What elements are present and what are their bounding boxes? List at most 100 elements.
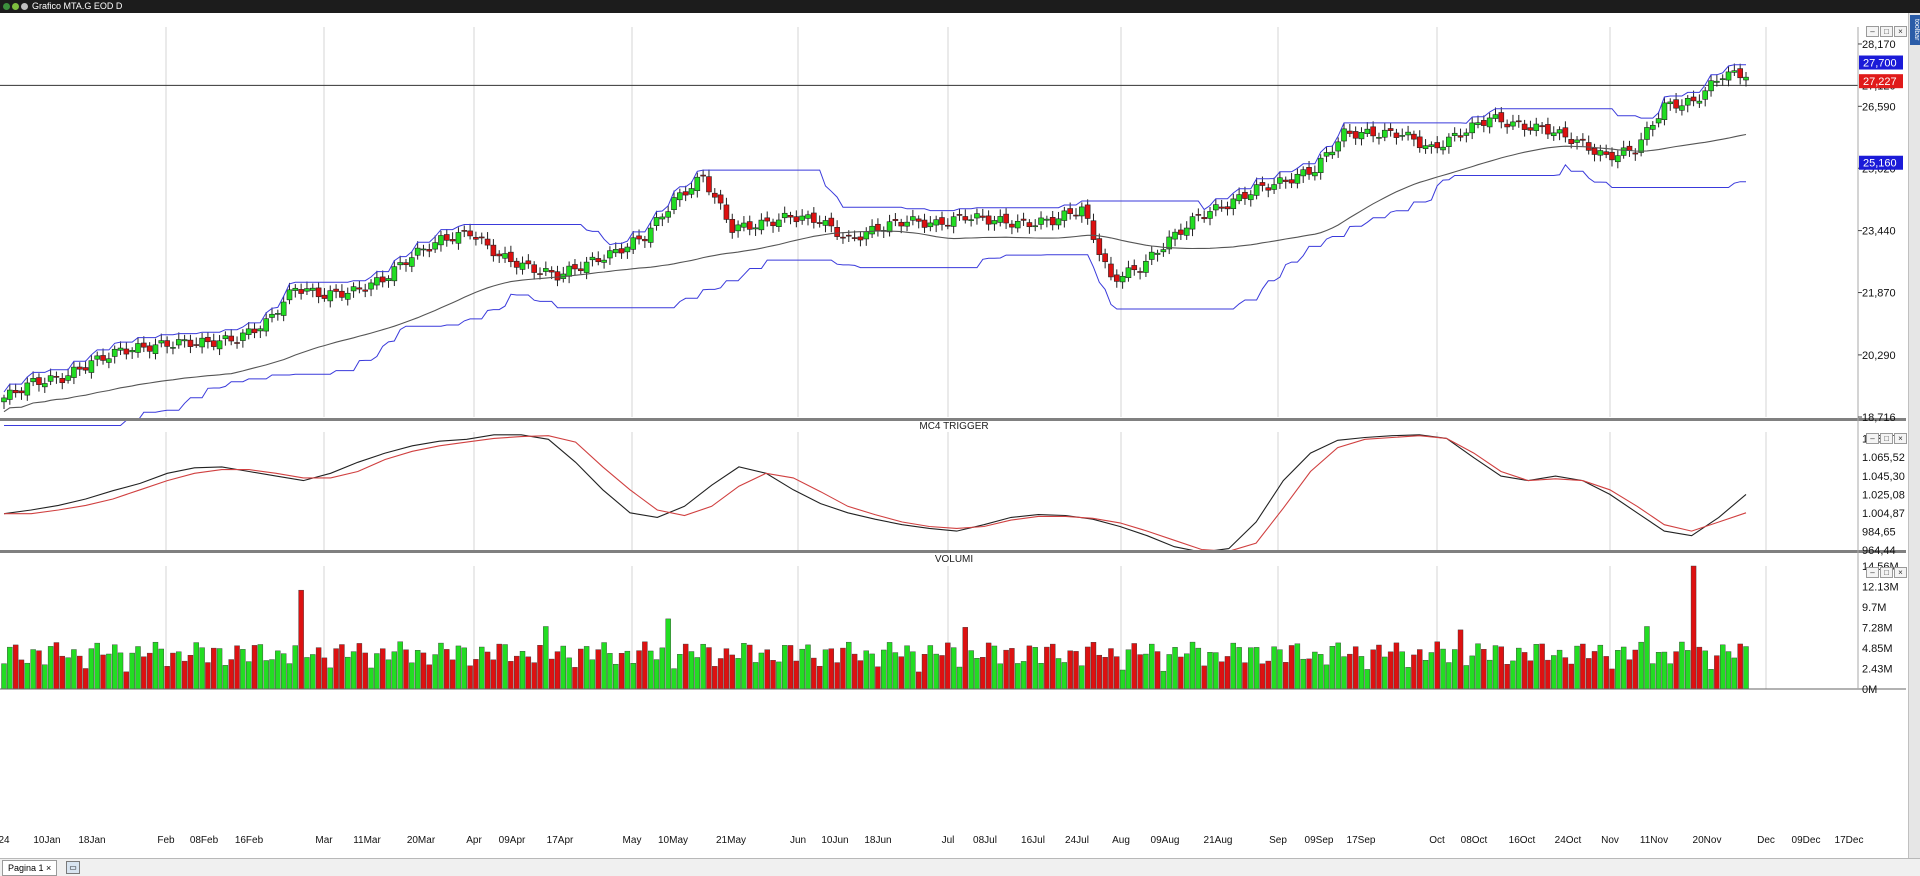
volume-bar (269, 659, 275, 690)
price-badge-label: 25,160 (1863, 158, 1897, 170)
volume-panel[interactable]: VOLUMI (1, 554, 1749, 690)
volume-bar (589, 659, 596, 690)
candle (135, 343, 141, 353)
volume-bar (886, 642, 893, 690)
candle (1265, 187, 1272, 191)
volume-bar (1137, 654, 1143, 690)
candle (694, 176, 701, 192)
volume-bar (1551, 655, 1557, 690)
candle (642, 238, 648, 242)
oscillator-panel[interactable]: MC4 TRIGGER (3, 421, 1747, 553)
candle (152, 344, 159, 354)
panel-close-icon[interactable]: × (1894, 567, 1907, 578)
panel-close-icon[interactable]: × (1894, 433, 1907, 444)
volume-bar (1469, 655, 1475, 690)
panel-maximize-icon[interactable]: □ (1880, 433, 1893, 444)
volume-bar (583, 646, 590, 690)
panel-minimize-icon[interactable]: – (1866, 26, 1879, 37)
candle (123, 348, 130, 355)
x-tick-label: 10Jan (33, 835, 60, 846)
volume-bar (1504, 664, 1510, 690)
candle (193, 344, 200, 346)
candle (18, 390, 25, 394)
panel-minimize-icon[interactable]: – (1866, 567, 1879, 578)
x-tick-label: 11Nov (1640, 835, 1668, 846)
new-page-icon[interactable]: ▭ (66, 861, 80, 874)
volume-bar (1189, 641, 1196, 690)
volume-bar (1382, 656, 1388, 690)
volume-bar (1685, 650, 1691, 690)
candle (1434, 142, 1441, 149)
candle (1009, 223, 1015, 228)
toolbar-label[interactable]: toolbar (1910, 15, 1920, 45)
volume-bar (432, 654, 438, 690)
x-tick-label: 09Sep (1305, 835, 1334, 846)
x-tick-label: 21May (716, 835, 746, 846)
candle (735, 224, 741, 232)
volume-bar (1073, 651, 1079, 690)
volume-bar (36, 650, 42, 690)
candle (473, 237, 479, 240)
x-tick-label: 16Feb (235, 835, 264, 846)
volume-bar (1376, 644, 1382, 690)
volume-bar (1160, 670, 1167, 690)
volume-bar (1690, 565, 1697, 690)
candle (1137, 271, 1143, 273)
candle (420, 248, 427, 251)
volume-bar (391, 651, 398, 690)
candle (1335, 141, 1341, 152)
volume-bar (980, 657, 986, 690)
volume-bar (840, 647, 846, 690)
volume-bar (333, 648, 339, 690)
candle (886, 221, 893, 233)
volume-bar (1049, 643, 1056, 690)
candle (234, 342, 240, 344)
candle (711, 192, 718, 198)
candle (525, 260, 532, 265)
price-panel[interactable] (0, 63, 1858, 426)
candle (1364, 128, 1371, 134)
volume-bar (1009, 648, 1015, 690)
volume-bar (94, 642, 100, 690)
volume-bar (1644, 626, 1650, 690)
volume-bar (945, 642, 951, 690)
panel-maximize-icon[interactable]: □ (1880, 567, 1893, 578)
volume-bar (199, 647, 205, 690)
candle (618, 248, 625, 254)
volume-bar (1609, 668, 1615, 690)
x-tick-label: 09Apr (499, 835, 526, 846)
candle (88, 360, 95, 373)
candle (1125, 267, 1132, 279)
y-tick-label: 4.85M (1862, 643, 1893, 655)
candle (979, 215, 986, 218)
right-toolbar[interactable]: toolbar (1908, 13, 1920, 858)
candle (1620, 147, 1627, 156)
x-tick-label: 09Dec (1792, 835, 1821, 846)
candle (688, 188, 695, 195)
volume-bar (881, 649, 887, 690)
candle (1597, 150, 1604, 156)
window-close-dot-icon[interactable] (3, 3, 10, 10)
candle (985, 215, 992, 225)
chart-area[interactable]: MC4 TRIGGER VOLUMI 24 10Jan 18Jan Feb 08Feb 1… (0, 13, 1906, 858)
volume-bar (1585, 658, 1592, 690)
volume-bar (531, 662, 537, 690)
panel-maximize-icon[interactable]: □ (1880, 26, 1893, 37)
candle (1259, 182, 1266, 186)
candle (1568, 139, 1575, 145)
panel-minimize-icon[interactable]: – (1866, 433, 1879, 444)
candle (1708, 80, 1714, 92)
candle (612, 249, 619, 254)
tab-close-icon[interactable]: × (46, 863, 52, 873)
volume-bar (1277, 649, 1283, 690)
panel-close-icon[interactable]: × (1894, 26, 1907, 37)
candle (601, 259, 607, 263)
volume-bar (12, 644, 19, 690)
candle (1451, 132, 1458, 136)
page-tab[interactable]: Pagina 1 × (2, 860, 58, 876)
window-max-dot-icon[interactable] (21, 3, 28, 10)
window-min-dot-icon[interactable] (12, 3, 19, 10)
candle (1696, 100, 1703, 104)
candle (1486, 117, 1493, 128)
volume-bar (962, 627, 969, 690)
